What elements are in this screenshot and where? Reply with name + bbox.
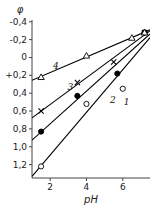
plot-area: [32, 29, 150, 176]
y-tick-label: 0,8: [13, 124, 28, 134]
y-tick: [29, 146, 32, 147]
y-tick: [29, 111, 32, 112]
x-tick-label: 6: [120, 182, 126, 192]
y-tick: [29, 164, 32, 165]
point: [129, 35, 135, 41]
fit-line: [32, 34, 150, 140]
y-tick: [29, 128, 32, 129]
y-tick-label: 0,6: [13, 106, 28, 116]
point: [83, 53, 89, 59]
chart: 246-0,4-0,20+0,20,40,60,81,01,2pHφ1234: [0, 0, 155, 210]
annotation: 1: [124, 97, 130, 107]
annotation: 3: [67, 82, 73, 92]
point: [75, 93, 80, 98]
y-tick-label: 0,4: [13, 88, 28, 98]
point: [111, 59, 116, 64]
y-tick-label: -0,2: [9, 35, 27, 45]
x-axis-label: pH: [83, 194, 98, 205]
y-tick: [29, 93, 32, 94]
x-tick: [50, 178, 51, 181]
point: [38, 74, 44, 80]
y-tick: [29, 21, 32, 22]
point: [142, 30, 147, 35]
y-tick: [29, 75, 32, 76]
point: [141, 29, 147, 35]
y-tick: [29, 57, 32, 58]
point: [38, 108, 43, 113]
y-tick-label: 1,2: [13, 160, 27, 170]
point: [84, 101, 89, 106]
point: [75, 80, 80, 85]
y-tick-label: -0,4: [9, 17, 27, 27]
fit-line: [32, 31, 150, 118]
y-tick-label: +0,2: [5, 70, 27, 80]
point: [120, 86, 125, 91]
y-axis: [32, 20, 33, 178]
point: [142, 30, 147, 35]
y-tick-label: 1,0: [13, 142, 28, 152]
point: [38, 129, 43, 134]
point: [142, 30, 147, 35]
fit-line: [32, 30, 150, 80]
x-tick: [122, 178, 123, 181]
x-tick: [86, 178, 87, 181]
y-axis-label: φ: [17, 4, 24, 15]
point: [38, 164, 43, 169]
x-tick-label: 4: [84, 182, 90, 192]
fit-line: [32, 38, 150, 177]
x-tick-label: 2: [47, 182, 53, 192]
annotation: 4: [52, 61, 59, 71]
point: [115, 71, 120, 76]
y-tick: [29, 39, 32, 40]
y-tick-label: 0: [21, 52, 27, 62]
annotation: 2: [109, 95, 116, 105]
